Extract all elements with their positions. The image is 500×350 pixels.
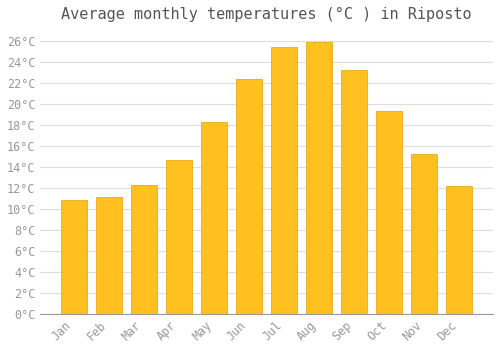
Bar [446, 186, 472, 314]
Bar [306, 42, 332, 314]
Bar [131, 184, 157, 314]
Bar [236, 79, 262, 314]
Bar [61, 200, 87, 314]
Bar [201, 121, 228, 314]
Bar [411, 154, 438, 314]
Bar [271, 47, 297, 314]
Bar [96, 197, 122, 314]
Bar [341, 70, 367, 314]
Title: Average monthly temperatures (°C ) in Riposto: Average monthly temperatures (°C ) in Ri… [62, 7, 472, 22]
Bar [376, 111, 402, 314]
Bar [166, 160, 192, 314]
